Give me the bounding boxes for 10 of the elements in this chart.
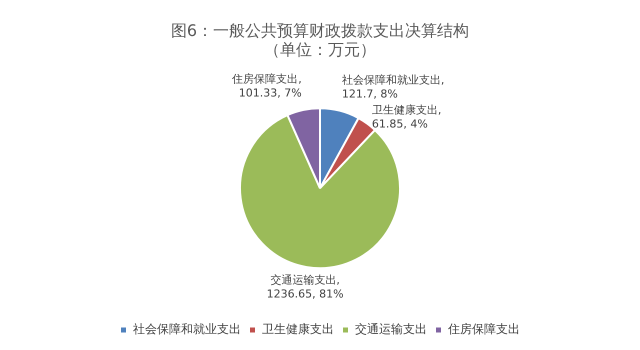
legend-label: 交通运输支出 xyxy=(355,322,427,336)
legend-label: 卫生健康支出 xyxy=(262,322,334,336)
legend-label: 住房保障支出 xyxy=(447,322,520,336)
text: （单位：万元） xyxy=(264,40,376,59)
data-label: 交通运输支出, 1236.65, 81% xyxy=(266,273,344,300)
data-label: 住房保障支出, 101.33, 7% xyxy=(232,72,302,100)
data-label: 卫生健康支出, 61.85, 4% xyxy=(372,103,442,130)
text: 图6：一般公共预算财政拨款支出决算结构 xyxy=(170,20,470,40)
legend-label: 社会保障和就业支出 xyxy=(133,322,241,336)
data-label: 社会保障和就业支出, 121.7, 8% xyxy=(342,73,444,100)
